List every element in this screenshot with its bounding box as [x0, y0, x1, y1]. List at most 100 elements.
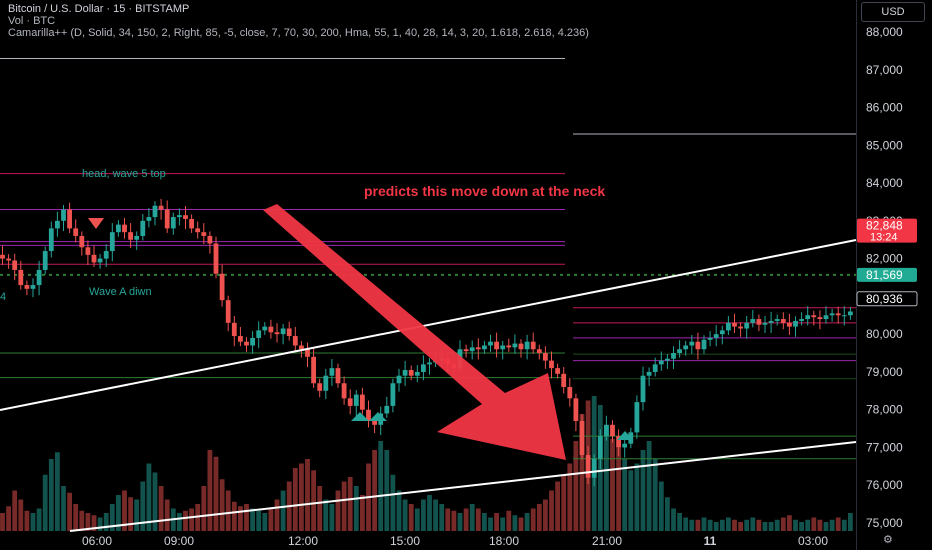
volume-bar [390, 474, 396, 531]
volume-bar [85, 513, 91, 531]
volume-bar [6, 506, 11, 531]
y-tick-label: 75,000 [866, 516, 903, 530]
candle-body [701, 339, 707, 350]
candle-body [103, 251, 109, 259]
volume-bar [677, 513, 682, 531]
candle-body [665, 358, 670, 361]
volume-bar [250, 508, 255, 531]
candle-body [219, 273, 225, 301]
volume-bar [213, 456, 219, 531]
buy-marker [617, 431, 633, 440]
candle-body [317, 383, 323, 391]
annotation-wave4: 4 [0, 291, 6, 303]
candle-body [268, 326, 274, 333]
price-badge: 81,569 [857, 267, 917, 282]
volume-bar [768, 522, 774, 531]
candle-body [97, 258, 103, 263]
volume-bar [299, 463, 304, 531]
volume-bar [841, 519, 847, 531]
candle-body [372, 421, 377, 425]
y-tick-label: 85,000 [866, 138, 903, 152]
candle-body [262, 326, 268, 331]
candle-body [250, 337, 255, 346]
candle-body [42, 251, 48, 270]
channel-lower-line [69, 441, 857, 532]
volume-bar [378, 441, 384, 531]
volume-bar [152, 472, 158, 531]
settings-icon[interactable]: ⚙ [883, 534, 893, 546]
volume-bar [79, 510, 85, 531]
price-badge-box [857, 218, 917, 243]
volume-bar [140, 481, 146, 531]
volume-bar [225, 490, 231, 531]
candle-body [707, 337, 713, 340]
candle-body [6, 258, 11, 261]
candle-body [146, 217, 152, 221]
candle-body [421, 364, 426, 372]
volume-bar [787, 515, 792, 531]
volume-bar [469, 504, 475, 531]
candle-body [116, 224, 121, 233]
volume-bar [103, 513, 109, 531]
volume-bar [73, 504, 79, 531]
candle-body [0, 254, 5, 259]
candle-body [231, 322, 237, 337]
volume-bar [652, 459, 658, 531]
volume-bar [628, 470, 634, 531]
volume-bar [512, 515, 518, 531]
y-tick-label: 88,000 [866, 25, 903, 39]
volume-bar [640, 450, 646, 531]
volume-bar [347, 477, 353, 531]
volume-bar [12, 490, 18, 531]
candle-body [512, 343, 518, 348]
candle-body [610, 424, 615, 437]
currency-button[interactable]: USD [861, 2, 925, 22]
volume-bar [817, 519, 823, 531]
volume-bar [457, 513, 463, 531]
volume-bar [280, 490, 286, 531]
buy-marker [369, 412, 387, 421]
volume-bar [0, 513, 5, 531]
candle-body [640, 375, 646, 403]
candle-body [738, 326, 743, 329]
candle-body [341, 383, 347, 399]
volume-bar [451, 510, 457, 531]
volume-bar [683, 517, 689, 531]
candle-body [762, 322, 768, 325]
candle-body [61, 209, 66, 221]
candle-body [597, 436, 603, 459]
volume-bar [146, 463, 152, 531]
volume-bar [427, 495, 432, 531]
candle-body [829, 313, 835, 316]
volume-bar [164, 499, 170, 531]
candle-body [811, 315, 817, 318]
x-tick-label: 15:00 [390, 534, 420, 548]
candle-body [384, 405, 390, 414]
volume-bar [780, 517, 786, 531]
volume-bar [311, 470, 316, 531]
candle-body [750, 319, 756, 323]
candle-body [366, 409, 371, 422]
candle-body [719, 330, 725, 335]
volume-bar [482, 513, 487, 531]
candle-body [835, 313, 841, 316]
x-tick-label: 21:00 [592, 534, 622, 548]
candle-body [292, 336, 298, 346]
volume-bar [292, 468, 298, 531]
symbol-title: Bitcoin / U.S. Dollar · 15 · BITSTAMP [8, 3, 190, 15]
candle-body [530, 341, 536, 350]
candle-body [109, 232, 115, 252]
price-badge: 80,936 [856, 291, 918, 307]
candle-body [48, 228, 54, 252]
candle-body [555, 368, 560, 374]
volume-bar [414, 508, 420, 531]
volume-bar [91, 515, 97, 531]
candle-body [305, 349, 310, 357]
annotation-prediction: predicts this move down at the neck [364, 183, 605, 199]
volume-bar [536, 504, 542, 531]
volume-bar [738, 522, 743, 531]
candle-body [787, 322, 792, 327]
candle-body [658, 360, 664, 365]
volume-bar [128, 497, 133, 531]
